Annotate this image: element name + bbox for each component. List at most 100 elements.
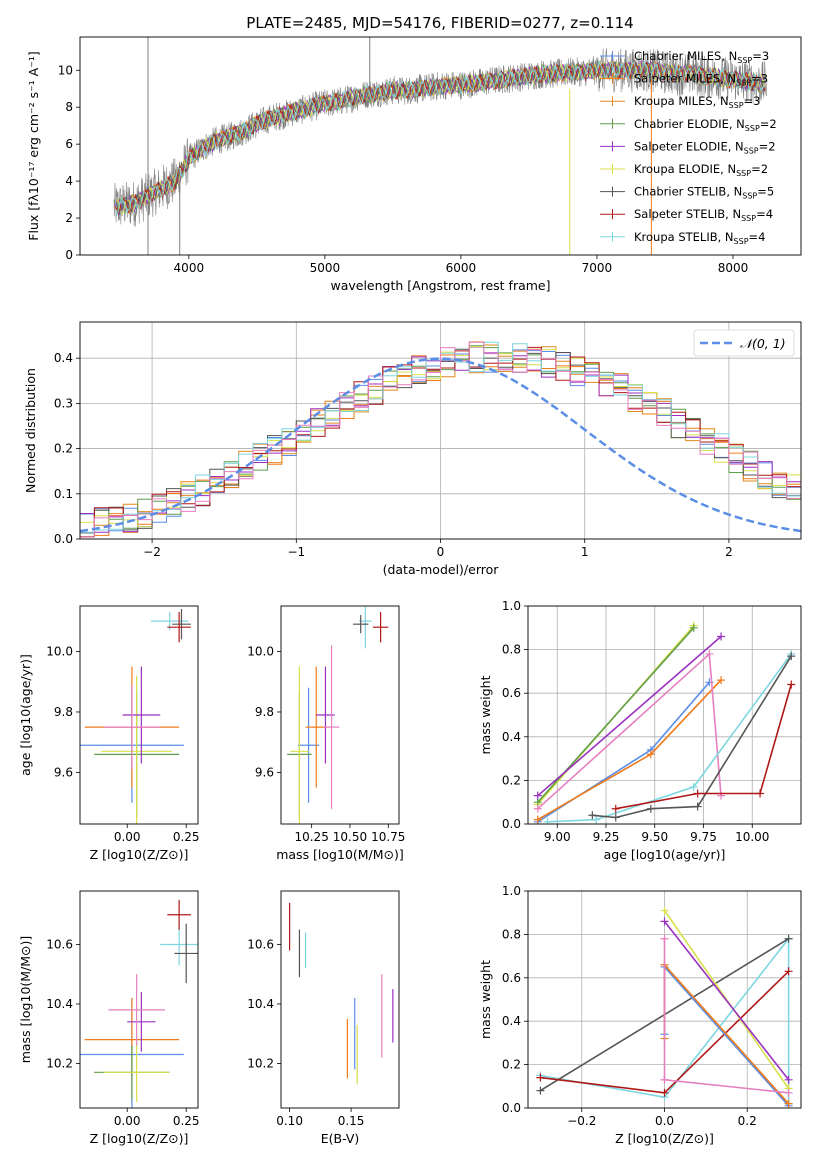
- y-tick-label: 0.0: [54, 532, 73, 546]
- x-axis-label: (data-model)/error: [383, 562, 500, 577]
- x-tick-label: 10.00: [735, 830, 769, 844]
- legend-label: 𝒩(0, 1): [740, 336, 786, 351]
- series-marker: [533, 815, 542, 824]
- histogram-9: [80, 341, 801, 538]
- x-tick-label: 9.00: [544, 830, 571, 844]
- x-axis-label: Z [log10(Z/Z⊙)]: [615, 1131, 714, 1146]
- series-marker: [784, 1099, 793, 1108]
- series-marker: [588, 811, 597, 820]
- series-marker: [646, 750, 655, 759]
- series-marker: [536, 1086, 545, 1095]
- plot-area: [113, 37, 768, 255]
- x-tick-label: 4000: [174, 261, 205, 275]
- series-marker: [693, 789, 702, 798]
- legend-label: Kroupa ELODIE, NSSP=2: [634, 162, 768, 178]
- series-marker: [689, 782, 698, 791]
- series-marker: [646, 804, 655, 813]
- x-tick-label: 0.25: [173, 1114, 200, 1128]
- series-line: [663, 964, 790, 1107]
- series-marker: [660, 934, 669, 943]
- x-tick-label: 9.25: [593, 830, 620, 844]
- histogram-3: [80, 345, 801, 538]
- legend-label: Kroupa MILES, NSSP=3: [634, 94, 760, 110]
- series-marker: [705, 649, 714, 658]
- series-marker: [784, 1075, 793, 1084]
- series-line: [537, 635, 722, 797]
- y-tick-label: 2: [65, 211, 73, 225]
- normal-curve: [80, 357, 801, 533]
- x-axis-label: wavelength [Angstrom, rest frame]: [330, 278, 550, 293]
- axes-frame: [527, 890, 802, 1109]
- series-line: [615, 684, 792, 810]
- plot-area: [80, 899, 198, 1108]
- y-tick-label: 9.6: [54, 766, 73, 780]
- y-tick-label: 10.0: [247, 644, 274, 658]
- x-tick-label: 0.0: [655, 1114, 674, 1128]
- y-axis-label: mass weight: [478, 960, 493, 1039]
- x-axis-label: Z [log10(Z/Z⊙)]: [90, 1131, 189, 1146]
- y-tick-label: 10.4: [46, 997, 73, 1011]
- model-spectrum: [115, 60, 766, 217]
- plot-area: [536, 906, 793, 1108]
- series-marker: [717, 632, 726, 641]
- y-tick-label: 1.0: [502, 599, 521, 613]
- series-marker: [592, 815, 601, 824]
- series-marker: [784, 934, 793, 943]
- y-tick-label: 6: [65, 137, 73, 151]
- series-marker: [543, 817, 552, 824]
- y-tick-label: 0.8: [502, 927, 521, 941]
- y-tick-label: 0.2: [502, 773, 521, 787]
- legend-box: [693, 329, 795, 357]
- x-tick-label: 5000: [310, 261, 341, 275]
- plot-area: [533, 621, 796, 824]
- panel-2: 0.00 0.25 9.6 9.8 10.0 Z [log10(Z/Z⊙)] age [lo…: [18, 605, 200, 862]
- x-tick-label: 9.75: [690, 830, 717, 844]
- spectrum-legend: Chabrier MILES, NSSP=3 Salpeter MILES, NS…: [600, 49, 777, 246]
- x-axis-label: Z [log10(Z/Z⊙)]: [90, 847, 189, 862]
- series-line: [663, 962, 790, 1105]
- x-tick-label: 10.50: [333, 830, 367, 844]
- y-axis-label: Flux [fλ10⁻¹⁷ erg cm⁻² s⁻¹ A⁻¹]: [26, 51, 41, 240]
- plot-area: [289, 902, 394, 1085]
- series-marker: [611, 804, 620, 813]
- x-tick-label: 6000: [446, 261, 477, 275]
- x-tick-label: 0.10: [276, 1114, 303, 1128]
- y-tick-label: 8: [65, 100, 73, 114]
- y-tick-label: 4: [65, 174, 73, 188]
- series-marker: [787, 652, 796, 661]
- y-tick-label: 0.0: [502, 1101, 521, 1115]
- axes-frame: [79, 605, 199, 825]
- series-marker: [660, 917, 669, 926]
- y-tick-label: 9.6: [255, 766, 274, 780]
- x-tick-label: 7000: [582, 261, 613, 275]
- series-marker: [660, 906, 669, 915]
- series-marker: [533, 804, 542, 813]
- panel-0: 4000 5000 6000 7000 8000 0 2 4 6 8 10 wavelength [A…: [26, 36, 802, 293]
- series-marker: [784, 967, 793, 976]
- x-tick-label: −2: [143, 545, 161, 559]
- x-tick-label: −0.2: [567, 1114, 596, 1128]
- x-tick-label: −1: [287, 545, 305, 559]
- series-line: [537, 681, 710, 823]
- series-marker: [756, 789, 765, 798]
- legend-label: Chabrier STELIB, NSSP=5: [634, 185, 774, 201]
- y-tick-label: 9.8: [255, 705, 274, 719]
- plot-area: [80, 609, 191, 824]
- figure-title: PLATE=2485, MJD=54176, FIBERID=0277, z=0…: [246, 14, 633, 32]
- series-marker: [660, 1075, 669, 1084]
- y-tick-label: 9.8: [54, 705, 73, 719]
- y-tick-label: 10.2: [46, 1056, 73, 1070]
- axes-frame: [280, 605, 400, 825]
- x-axis-label: E(B-V): [321, 1131, 360, 1146]
- y-tick-label: 10.6: [247, 938, 274, 952]
- histogram-legend: 𝒩(0, 1): [693, 329, 795, 357]
- y-tick-label: 10.2: [247, 1056, 274, 1070]
- x-tick-label: 0.00: [114, 1114, 141, 1128]
- series-marker: [689, 623, 698, 632]
- y-tick-label: 0.6: [502, 971, 521, 985]
- plot-area: [287, 606, 389, 824]
- y-tick-label: 0.6: [502, 686, 521, 700]
- y-tick-label: 10.0: [46, 644, 73, 658]
- y-tick-label: 1.0: [502, 884, 521, 898]
- y-axis-label: Normed distribution: [23, 368, 38, 493]
